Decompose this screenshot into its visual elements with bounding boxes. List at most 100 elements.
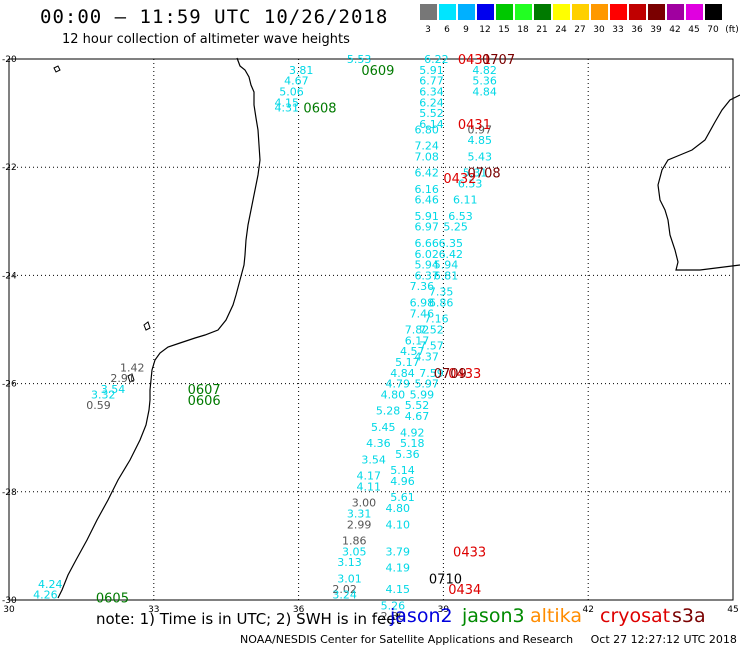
lat-tick-label: -20 [2, 55, 17, 65]
legend-label: 24 [555, 25, 567, 35]
wave-height-value: 6.14 [419, 118, 444, 131]
credit-timestamp: Oct 27 12:27:12 UTC 2018 [590, 633, 737, 646]
legend-label: 39 [650, 25, 662, 35]
wave-height-value: 6.35 [439, 237, 464, 250]
satellite-s3a: s3a [672, 605, 706, 627]
wave-height-value: 5.45 [371, 421, 396, 434]
legend-swatch [458, 4, 475, 20]
legend-label: 9 [463, 25, 469, 35]
map-frame [8, 58, 734, 601]
lon-tick-label: 36 [293, 605, 305, 615]
pass-time-label: 0707 [482, 53, 515, 68]
madagascar-coastline [657, 94, 740, 271]
wave-height-value: 4.26 [33, 589, 58, 602]
legend-label: 42 [669, 25, 681, 35]
legend-swatch [629, 4, 646, 20]
wave-height-value: 5.26 [381, 599, 406, 612]
coastlines [53, 57, 740, 599]
wave-height-value: 5.25 [443, 221, 468, 234]
lon-tick-label: 45 [727, 605, 738, 615]
wave-height-value: 5.06 [279, 85, 304, 98]
wave-height-value: 2.80 [381, 610, 406, 623]
wave-height-value: 6.17 [405, 334, 430, 347]
wave-height-value: 3.54 [101, 383, 126, 396]
lat-tick-label: -22 [2, 163, 17, 173]
island [127, 373, 135, 383]
wave-height-value: 5.97 [414, 378, 439, 391]
wave-height-value: 6.22 [424, 53, 449, 66]
credit-org: NOAA/NESDIS Center for Satellite Applica… [240, 633, 574, 646]
wave-height-value: 5.14 [390, 464, 415, 477]
pass-time-label: 0708 [468, 167, 501, 182]
pass-time-label: 0433 [448, 367, 481, 382]
island [53, 65, 61, 73]
lon-tick-label: 33 [148, 605, 159, 615]
legend-label: 30 [593, 25, 605, 35]
wave-height-value: 2.91 [110, 372, 135, 385]
wave-height-value: 6.80 [414, 123, 439, 136]
wave-height-value: 4.15 [385, 583, 410, 596]
legend-label: 6 [444, 25, 450, 35]
lat-tick-label: -26 [2, 380, 17, 390]
wave-height-value: 4.19 [385, 562, 410, 575]
wave-height-value: 6.11 [453, 194, 478, 207]
legend-label: 3 [425, 25, 431, 35]
legend-swatch [534, 4, 551, 20]
wave-height-value: 6.24 [419, 96, 444, 109]
wave-height-value: 6.16 [414, 183, 439, 196]
wave-height-value: 3.00 [352, 497, 377, 510]
legend-label: 12 [479, 25, 491, 35]
lat-tick-label: -30 [2, 596, 17, 606]
wave-height-value: 7.59 [419, 367, 444, 380]
legend-label: 45 [688, 25, 700, 35]
wave-height-value: 3.05 [342, 545, 367, 558]
wave-height-value: 4.11 [357, 480, 382, 493]
legend-label: 27 [574, 25, 586, 35]
map-grid [8, 58, 734, 601]
wave-height-value: 4.80 [381, 388, 406, 401]
wave-height-value: 3.13 [337, 556, 362, 569]
wave-height-value: 6.98 [410, 296, 435, 309]
pass-time-label: 0605 [96, 591, 129, 606]
wave-height-value: 6.02 [414, 248, 439, 261]
wave-height-value: 3.01 [337, 572, 362, 585]
wave-height-value: 5.52 [419, 107, 444, 120]
island [143, 321, 151, 331]
lat-tick-label: -24 [2, 271, 17, 281]
page-title: 00:00 – 11:59 UTC 10/26/2018 [40, 6, 389, 28]
wave-height-value: 1.42 [120, 361, 145, 374]
pass-time-label: 0609 [361, 64, 394, 79]
wave-height-value: 5.17 [395, 356, 420, 369]
lon-tick-labels: 30 33 36 39 42 45 [3, 605, 738, 615]
legend-unit: (ft) [725, 25, 739, 35]
wave-height-value: 0.97 [468, 123, 493, 136]
pass-time-label: 0431 [458, 53, 491, 68]
pass-time-label: 0431 [458, 118, 491, 133]
wave-height-value: 4.82 [472, 64, 497, 77]
wave-height-value: 6.42 [414, 167, 439, 180]
wave-height-value: 6.81 [434, 269, 459, 282]
wave-height-value: 4.84 [390, 367, 415, 380]
pass-time-label: 0710 [429, 572, 462, 587]
wave-height-value: 3.31 [347, 507, 372, 520]
wave-height-value: 4.17 [357, 470, 382, 483]
wave-height-value: 6.53 [448, 210, 473, 223]
page-subtitle: 12 hour collection of altimeter wave hei… [62, 32, 350, 47]
pass-time-label: 0607 [188, 383, 221, 398]
satellite-cryosat: cryosat [600, 605, 671, 627]
wave-height-value: 6.46 [414, 194, 439, 207]
lon-tick-label: 39 [438, 605, 450, 615]
wave-height-value: 4.37 [414, 351, 439, 364]
wave-height-value: 4.79 [385, 378, 410, 391]
wave-height-value: 2.02 [332, 583, 357, 596]
wave-height-value: 4.80 [385, 502, 410, 515]
legend-swatch [496, 4, 513, 20]
wave-height-value: 3.54 [361, 453, 386, 466]
wave-height-value: 7.46 [410, 307, 435, 320]
pass-time-labels: 0609060806070606060504310707043104320708… [96, 53, 515, 606]
wave-height-value: 5.36 [395, 448, 420, 461]
legend-swatch [420, 4, 437, 20]
wave-height-value: 6.97 [414, 221, 439, 234]
wave-height-value: 5.94 [434, 259, 459, 272]
wave-height-value: 4.15 [274, 96, 299, 109]
